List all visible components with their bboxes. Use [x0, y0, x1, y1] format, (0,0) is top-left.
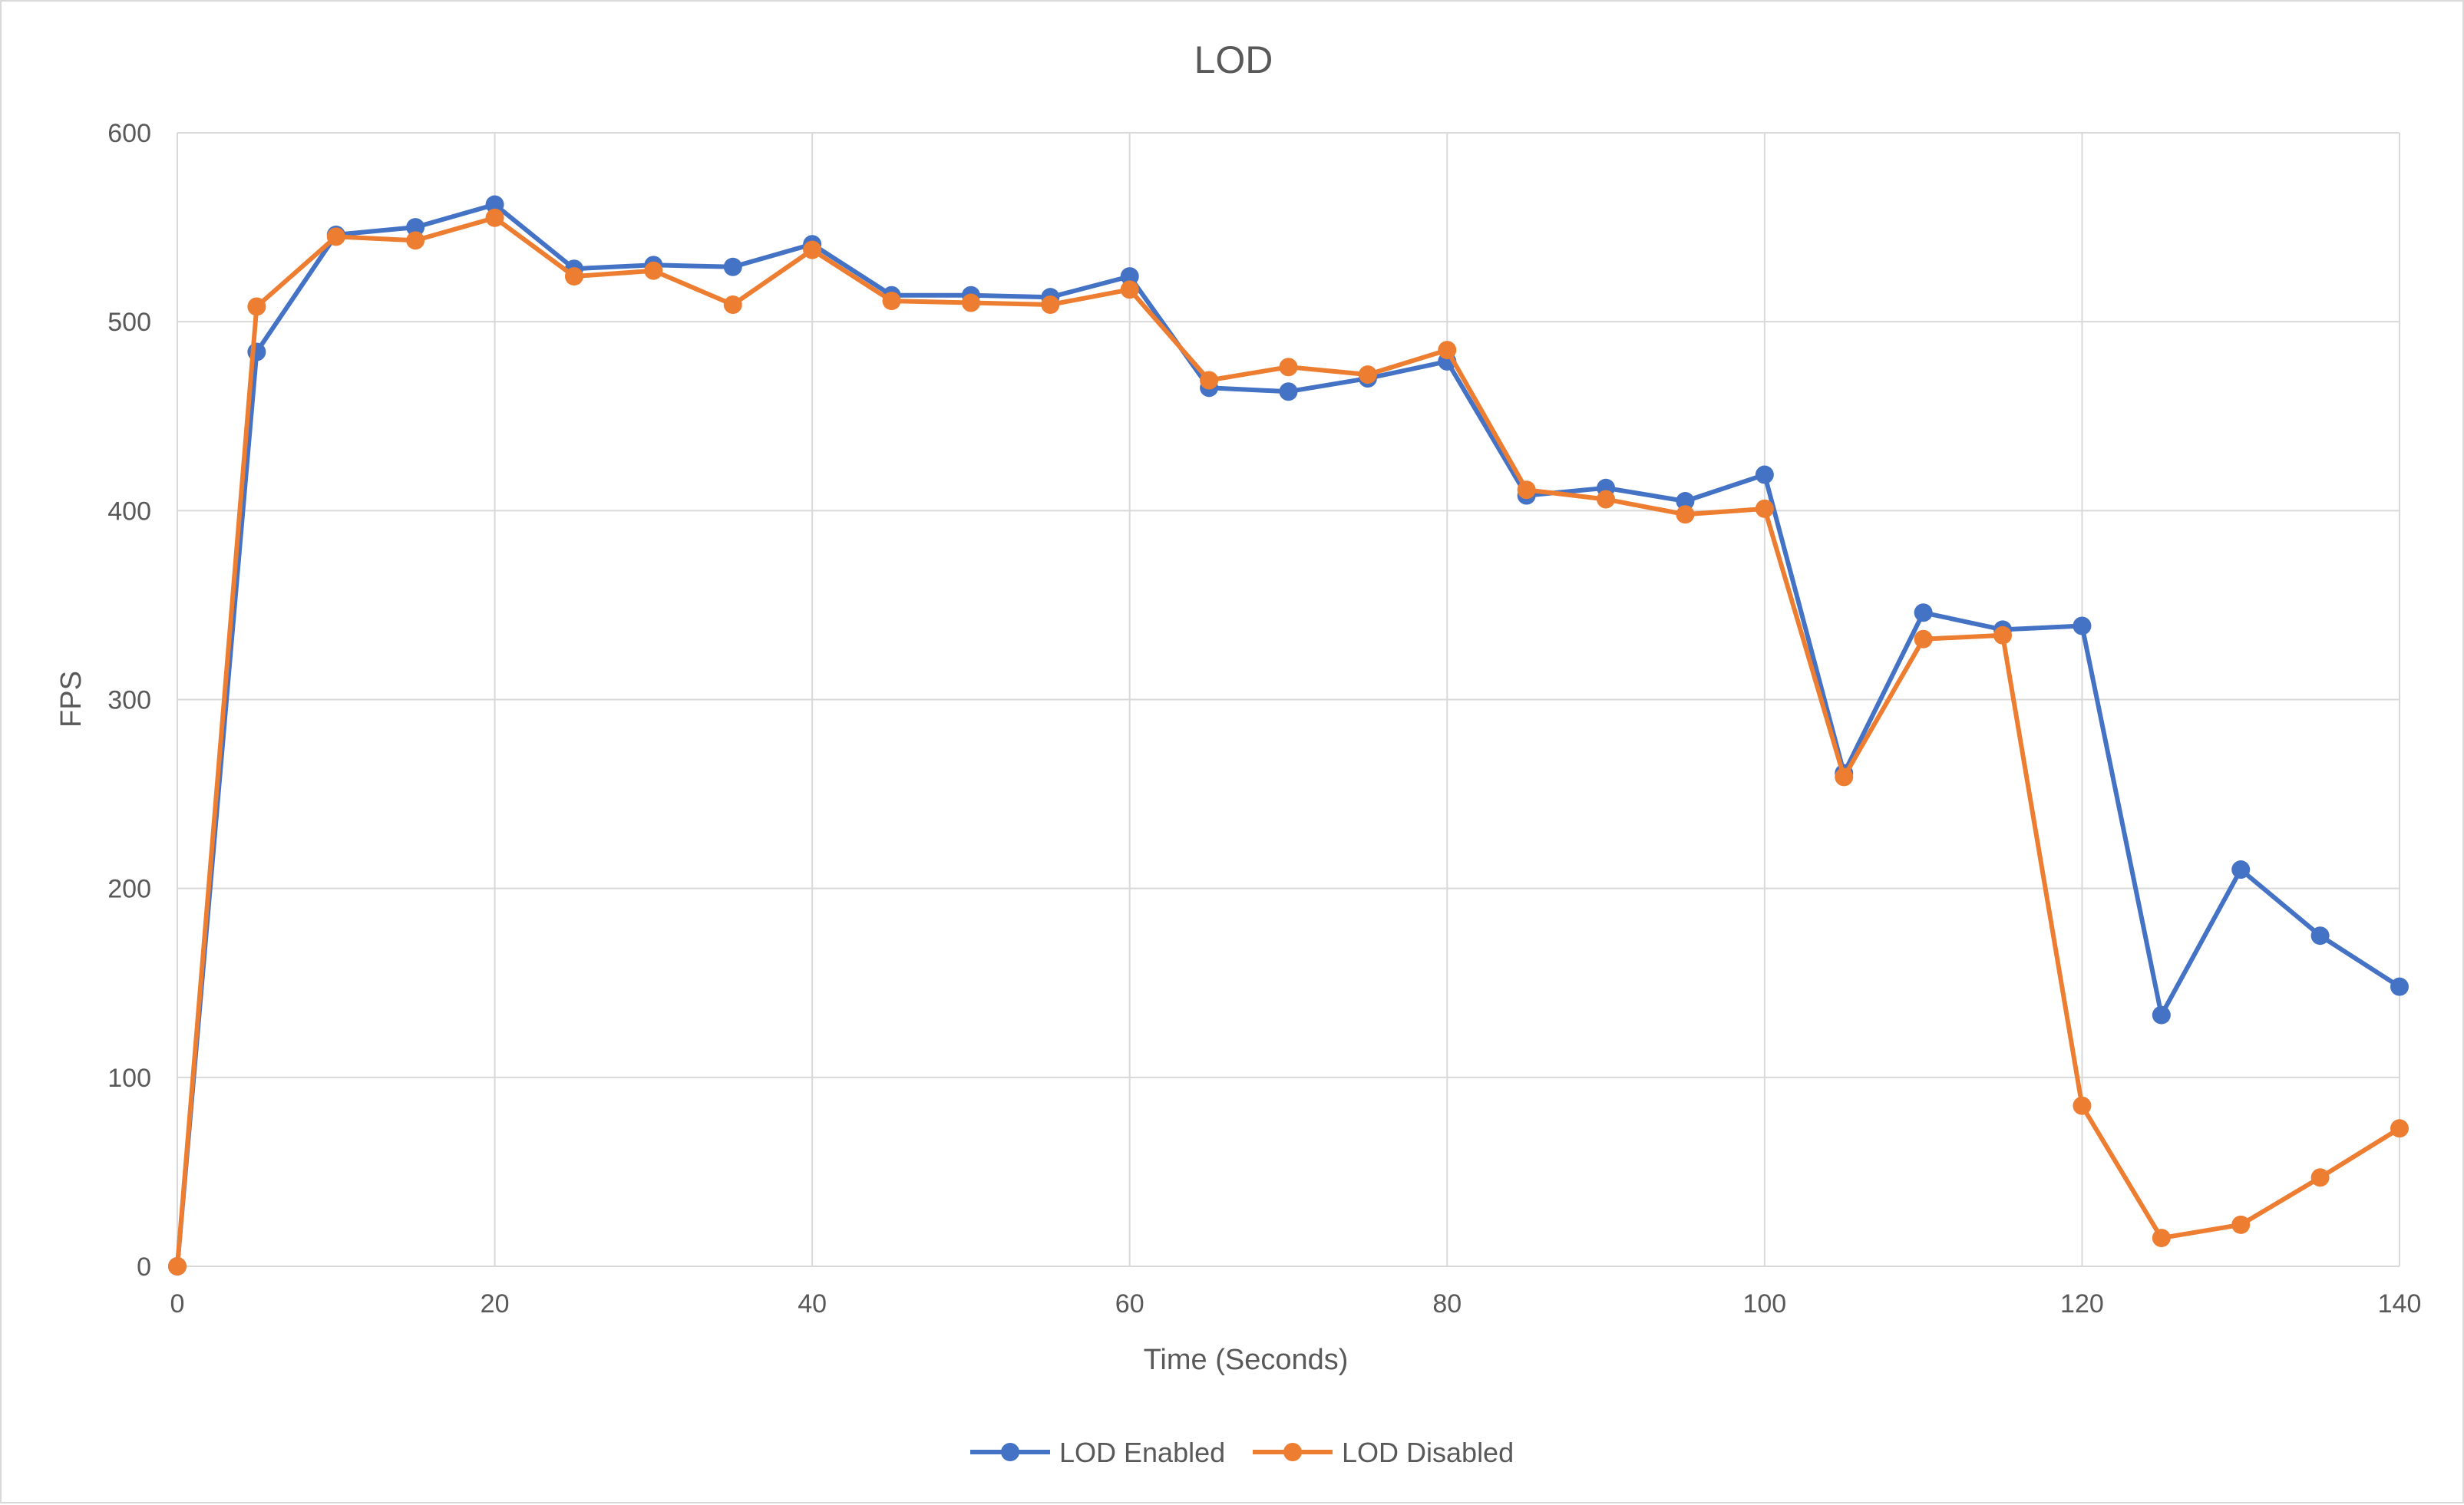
y-tick-label: 500: [107, 308, 151, 337]
data-point: [961, 293, 980, 312]
y-tick-label: 600: [107, 119, 151, 148]
data-point: [485, 208, 504, 227]
data-point: [803, 240, 822, 259]
data-point: [2390, 1119, 2409, 1138]
data-point: [485, 195, 504, 214]
data-point: [406, 218, 425, 237]
legend: LOD Enabled LOD Disabled: [970, 1437, 1514, 1468]
data-point: [1676, 492, 1695, 511]
data-point: [1120, 267, 1139, 286]
x-tick-label: 60: [1115, 1289, 1144, 1319]
data-point: [2073, 616, 2092, 635]
data-point: [1358, 365, 1377, 385]
x-tick-label: 40: [798, 1289, 827, 1319]
data-point: [2231, 1215, 2251, 1234]
data-point: [406, 231, 425, 250]
data-point: [1993, 625, 2013, 645]
x-tick-label: 100: [1742, 1289, 1786, 1319]
data-point: [1438, 341, 1457, 360]
x-tick-label: 80: [1432, 1289, 1462, 1319]
x-axis-title: Time (Seconds): [1144, 1344, 1349, 1376]
data-point: [1200, 371, 1219, 390]
x-tick-label: 0: [170, 1289, 185, 1319]
data-point: [2310, 926, 2330, 946]
data-point: [1120, 280, 1139, 299]
data-point: [2152, 1229, 2171, 1248]
data-point: [1914, 629, 1933, 649]
data-point: [882, 292, 901, 311]
chart-title: LOD: [1194, 38, 1273, 81]
data-point: [1279, 358, 1298, 377]
legend-swatch-marker: [1001, 1443, 1019, 1461]
y-tick-label: 400: [107, 497, 151, 526]
data-point: [1041, 295, 1060, 315]
data-point: [1755, 499, 1774, 518]
data-point: [168, 1257, 187, 1276]
legend-item: LOD Enabled: [970, 1437, 1225, 1468]
y-axis-title: FPS: [55, 671, 88, 728]
data-point: [723, 295, 742, 315]
x-tick-label: 120: [2060, 1289, 2104, 1319]
data-point: [2152, 1005, 2171, 1025]
data-point: [2073, 1096, 2092, 1115]
axes: 0 100 200 300 400 500 600 0 20 40 60 80 100 120 140: [107, 119, 2421, 1319]
legend-label: LOD Enabled: [1059, 1437, 1225, 1468]
data-point: [564, 267, 583, 286]
data-point: [326, 227, 345, 246]
data-point: [1835, 767, 1854, 787]
data-point: [1914, 603, 1933, 622]
x-tick-label: 140: [2378, 1289, 2422, 1319]
legend-item: LOD Disabled: [1253, 1437, 1514, 1468]
y-tick-label: 200: [107, 875, 151, 904]
data-point: [2231, 860, 2251, 880]
data-point: [644, 261, 663, 280]
data-point: [1755, 465, 1774, 484]
y-tick-label: 100: [107, 1064, 151, 1093]
data-point: [2310, 1168, 2330, 1187]
x-tick-label: 20: [481, 1289, 510, 1319]
data-point: [1279, 382, 1298, 401]
legend-swatch-marker: [1283, 1443, 1302, 1461]
gridlines: [177, 132, 2400, 1267]
legend-label: LOD Disabled: [1342, 1437, 1514, 1468]
data-point: [723, 257, 742, 276]
series-group: [168, 195, 2409, 1276]
y-tick-label: 300: [107, 686, 151, 715]
data-point: [247, 297, 266, 316]
data-point: [2390, 977, 2409, 996]
y-tick-label: 0: [137, 1253, 151, 1282]
data-point: [1597, 490, 1616, 509]
data-point: [1517, 480, 1536, 500]
data-point: [1676, 505, 1695, 524]
series-0: [168, 195, 2409, 1276]
series-1: [168, 208, 2409, 1276]
